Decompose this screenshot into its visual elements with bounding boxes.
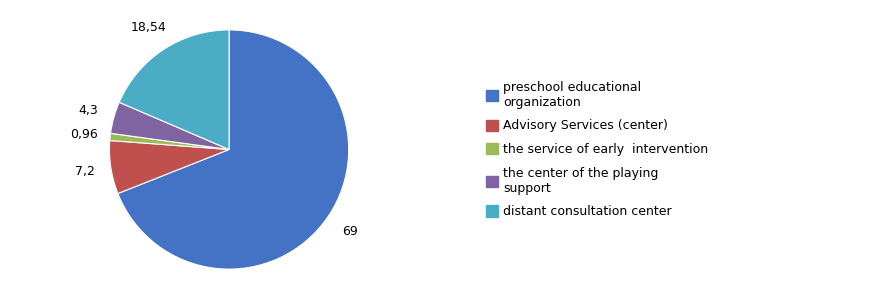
Wedge shape [110, 133, 229, 150]
Text: 0,96: 0,96 [70, 128, 98, 141]
Text: 4,3: 4,3 [78, 104, 99, 117]
Text: 7,2: 7,2 [75, 165, 95, 178]
Wedge shape [119, 30, 229, 150]
Legend: preschool educational
organization, Advisory Services (center), the service of e: preschool educational organization, Advi… [485, 81, 708, 218]
Text: 69: 69 [342, 225, 358, 238]
Wedge shape [110, 102, 229, 150]
Text: 18,54: 18,54 [131, 21, 167, 34]
Wedge shape [118, 30, 349, 269]
Wedge shape [109, 141, 229, 193]
